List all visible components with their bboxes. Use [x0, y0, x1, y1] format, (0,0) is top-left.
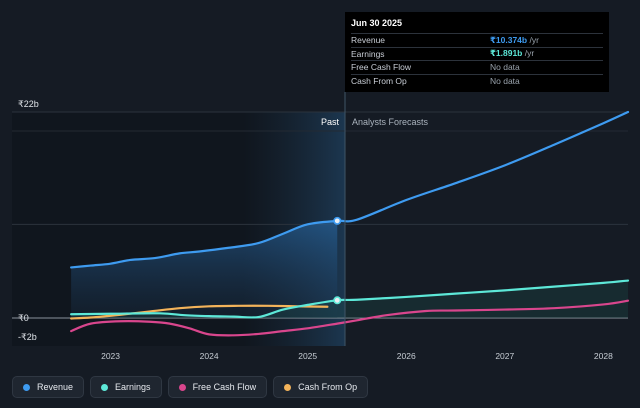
earnings-line [70, 279, 630, 319]
tooltip-row-cfo: Cash From Op No data [351, 73, 603, 88]
cash-from-op-line [70, 304, 329, 320]
tooltip-number: No data [490, 75, 520, 86]
chart-area: Past Analysts Forecasts ₹22b ₹0 -₹2b 2023 2024… [12, 92, 630, 361]
tooltip-unit: /yr [522, 48, 535, 59]
legend-label: Earnings [115, 382, 151, 392]
tooltip-row-revenue: Revenue ₹10.374b /yr [351, 33, 603, 47]
legend-item-earnings[interactable]: Earnings [90, 376, 162, 398]
x-tick-label: 2025 [298, 351, 317, 361]
x-tick-label: 2026 [397, 351, 416, 361]
revenue-marker [333, 216, 342, 225]
x-tick-label: 2028 [594, 351, 613, 361]
legend-label: Revenue [37, 382, 74, 392]
legend-dot-icon [178, 383, 186, 391]
tooltip-number: No data [490, 62, 520, 73]
earnings-marker [333, 296, 342, 305]
free-cash-flow-line [70, 299, 630, 337]
tooltip-label: Revenue [351, 35, 386, 46]
y-label-bottom: -₹2b [18, 332, 37, 342]
tooltip-value: No data [490, 62, 520, 72]
tooltip-value: No data [490, 76, 520, 86]
legend-label: Free Cash Flow [192, 382, 257, 392]
tooltip-label: Free Cash Flow [351, 62, 411, 73]
tooltip-row-fcf: Free Cash Flow No data [351, 60, 603, 74]
tooltip-label: Earnings [351, 48, 385, 59]
legend-item-free-cash-flow[interactable]: Free Cash Flow [167, 376, 268, 398]
legend-dot-icon [284, 383, 292, 391]
tooltip-row-earnings: Earnings ₹1.891b /yr [351, 46, 603, 61]
legend-item-revenue[interactable]: Revenue [12, 376, 85, 398]
tooltip-date: Jun 30 2025 [351, 18, 403, 28]
tooltip-number: ₹10.374b [490, 34, 528, 45]
chart-legend: Revenue Earnings Free Cash Flow Cash Fro… [12, 376, 369, 400]
revenue-area [71, 220, 338, 318]
x-tick-label: 2024 [200, 351, 219, 361]
x-tick-label: 2027 [495, 351, 514, 361]
y-label-top: ₹22b [18, 99, 39, 109]
tooltip-number: ₹1.891b [490, 48, 523, 59]
chart-tooltip: Jun 30 2025 Revenue ₹10.374b /yr Earning… [345, 12, 609, 92]
y-label-zero: ₹0 [18, 313, 29, 323]
legend-item-cash-from-op[interactable]: Cash From Op [273, 376, 369, 398]
tooltip-value: ₹10.374b /yr [490, 35, 539, 46]
legend-label: Cash From Op [298, 382, 358, 392]
legend-dot-icon [23, 383, 30, 391]
tooltip-value: ₹1.891b /yr [490, 48, 534, 59]
tooltip-label: Cash From Op [351, 75, 407, 86]
earnings-area [71, 280, 629, 318]
tooltip-rows: Revenue ₹10.374b /yr Earnings ₹1.891b /y… [351, 33, 603, 87]
tooltip-unit: /yr [527, 34, 539, 45]
x-tick-label: 2023 [101, 351, 120, 361]
forecast-label: Analysts Forecasts [352, 117, 429, 127]
revenue-line [70, 110, 630, 269]
legend-dot-icon [101, 383, 109, 391]
past-label: Past [321, 117, 340, 127]
